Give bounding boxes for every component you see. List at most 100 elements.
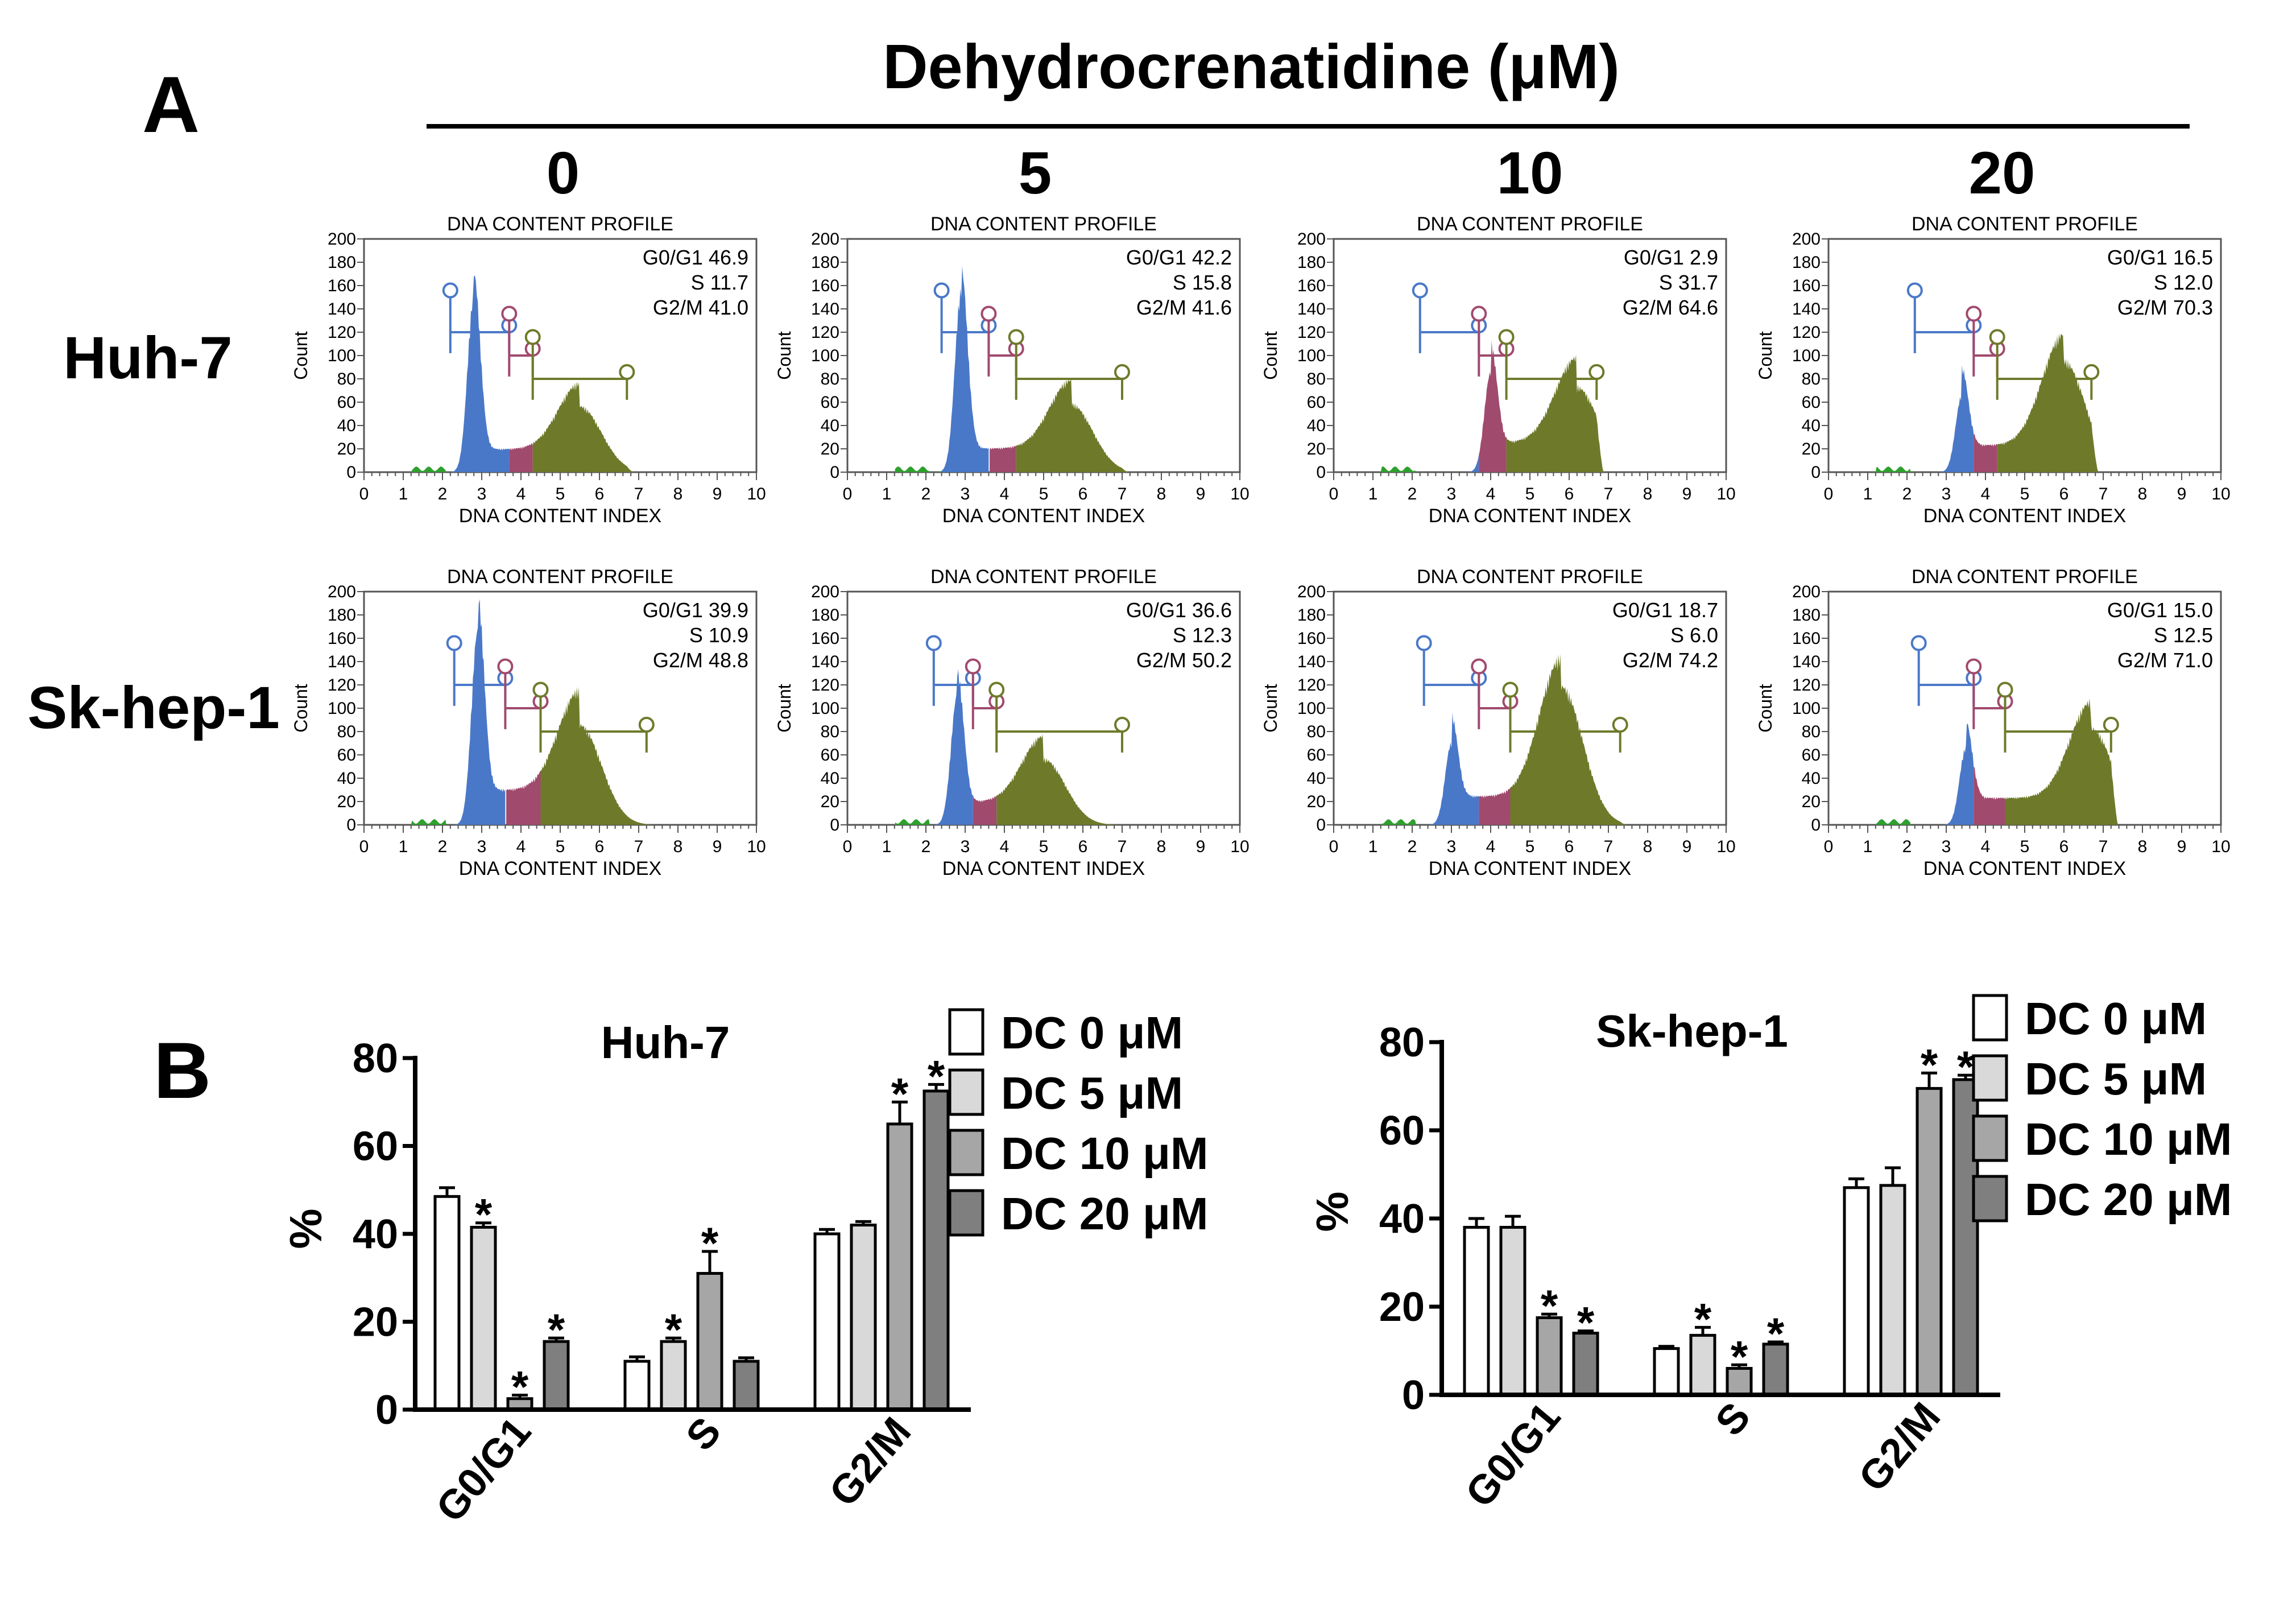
x-axis-label: DNA CONTENT INDEX bbox=[459, 858, 661, 879]
x-tick-label: 8 bbox=[673, 485, 683, 503]
x-tick-label: 2 bbox=[1408, 837, 1417, 856]
significance-mark: * bbox=[1541, 1280, 1558, 1331]
y-tick-label: 160 bbox=[1297, 629, 1326, 648]
s-region bbox=[509, 443, 533, 472]
significance-mark: * bbox=[1767, 1308, 1785, 1358]
histogram-grid: DNA CONTENT PROFILE020406080100120140160… bbox=[291, 213, 2231, 879]
s-region bbox=[973, 795, 997, 825]
stat-g0g1: G0/G1 39.9 bbox=[643, 598, 748, 622]
g2m-gate-handle bbox=[1997, 681, 2013, 698]
y-tick-label: 180 bbox=[811, 253, 839, 272]
debris-region bbox=[364, 466, 450, 472]
y-axis-label: Count bbox=[774, 331, 795, 380]
g2m-gate-handle bbox=[524, 329, 541, 345]
s-gate-handle bbox=[981, 305, 997, 322]
y-tick-label: 20 bbox=[1802, 792, 1821, 811]
y-tick-label: 100 bbox=[1792, 699, 1821, 718]
legend-swatch bbox=[1972, 1114, 2008, 1162]
s-gate-handle bbox=[1966, 305, 1982, 322]
y-tick-label: 140 bbox=[1792, 300, 1821, 319]
x-tick-label: 3 bbox=[1447, 485, 1457, 503]
y-axis-label: Count bbox=[291, 684, 311, 733]
bar bbox=[696, 1272, 723, 1411]
bar bbox=[1499, 1226, 1526, 1397]
bar bbox=[922, 1089, 950, 1411]
significance-mark: * bbox=[1694, 1294, 1712, 1344]
g2m-region bbox=[532, 382, 756, 472]
y-tick-label: 80 bbox=[1802, 722, 1821, 741]
stat-s: S 6.0 bbox=[1670, 623, 1718, 647]
y-tick-label: 200 bbox=[328, 583, 356, 601]
x-tick-label: 10 bbox=[2211, 837, 2230, 856]
concentration-label: 10 bbox=[1497, 140, 1563, 206]
y-tick-label: 100 bbox=[811, 699, 839, 718]
y-tick-label: 40 bbox=[1802, 416, 1821, 435]
y-tick-label: 40 bbox=[821, 769, 839, 788]
x-tick-label: 5 bbox=[556, 485, 565, 503]
category-label: S bbox=[1707, 1394, 1759, 1444]
g2m-gate-handle bbox=[1612, 717, 1628, 733]
g0g1-region bbox=[1420, 455, 1479, 472]
x-tick-label: 7 bbox=[2099, 485, 2108, 503]
y-tick-label: 0 bbox=[375, 1387, 398, 1433]
y-tick-label: 40 bbox=[1379, 1196, 1425, 1242]
bar bbox=[886, 1122, 913, 1411]
y-tick-label: 180 bbox=[1297, 253, 1326, 272]
y-tick-label: 100 bbox=[328, 699, 356, 718]
x-tick-label: 0 bbox=[843, 485, 853, 503]
x-tick-label: 9 bbox=[1196, 837, 1206, 856]
y-tick-label: 200 bbox=[1792, 583, 1821, 601]
histogram-title: DNA CONTENT PROFILE bbox=[1912, 566, 2138, 588]
y-tick-label: 140 bbox=[1297, 300, 1326, 319]
s-gate-handle bbox=[1966, 658, 1982, 675]
g0g1-gate-handle bbox=[1416, 635, 1432, 651]
bar bbox=[433, 1195, 461, 1411]
y-tick-label: 200 bbox=[1792, 230, 1821, 249]
y-tick-label: 80 bbox=[1802, 370, 1821, 389]
category-label: G0/G1 bbox=[428, 1409, 540, 1531]
x-tick-label: 10 bbox=[1716, 837, 1735, 856]
y-tick-label: 40 bbox=[1802, 769, 1821, 788]
stat-s: S 12.3 bbox=[1173, 623, 1232, 647]
significance-mark: * bbox=[891, 1068, 909, 1118]
x-tick-label: 7 bbox=[1118, 837, 1127, 856]
bar bbox=[733, 1360, 760, 1411]
dose-header: Dehydrocrenatidine (μM) bbox=[883, 32, 1620, 102]
x-tick-label: 5 bbox=[1525, 837, 1535, 856]
stat-g2m: G2/M 41.6 bbox=[1136, 296, 1232, 319]
g2m-gate-handle bbox=[1502, 681, 1519, 698]
y-tick-label: 140 bbox=[1297, 652, 1326, 671]
y-tick-label: 20 bbox=[1307, 440, 1326, 458]
debris-region bbox=[364, 819, 453, 825]
cell-line-label: Huh-7 bbox=[63, 325, 232, 391]
y-tick-label: 120 bbox=[1297, 676, 1326, 695]
y-tick-label: 140 bbox=[328, 652, 356, 671]
significance-mark: * bbox=[928, 1051, 945, 1101]
s-region bbox=[1974, 434, 1997, 472]
bar bbox=[623, 1360, 651, 1411]
x-tick-label: 7 bbox=[1604, 485, 1614, 503]
g0g1-gate-handle bbox=[1906, 282, 1923, 299]
bar bbox=[1653, 1347, 1680, 1397]
significance-mark: * bbox=[665, 1304, 682, 1354]
x-tick-label: 3 bbox=[1942, 485, 1951, 503]
x-tick-label: 1 bbox=[1863, 485, 1873, 503]
g2m-region bbox=[1016, 379, 1240, 472]
significance-mark: * bbox=[1577, 1298, 1595, 1348]
x-tick-label: 9 bbox=[1196, 485, 1206, 503]
y-axis-label: Count bbox=[1260, 331, 1281, 380]
x-tick-label: 10 bbox=[1716, 485, 1735, 503]
y-tick-label: 140 bbox=[811, 652, 839, 671]
y-tick-label: 60 bbox=[1307, 746, 1326, 765]
significance-mark: * bbox=[511, 1362, 529, 1412]
y-tick-label: 100 bbox=[328, 346, 356, 365]
x-tick-label: 1 bbox=[399, 837, 408, 856]
stat-g2m: G2/M 41.0 bbox=[653, 296, 748, 319]
x-tick-label: 4 bbox=[1000, 485, 1010, 503]
bar bbox=[1916, 1087, 1943, 1397]
x-tick-label: 7 bbox=[2099, 837, 2108, 856]
x-tick-label: 0 bbox=[359, 837, 369, 856]
y-tick-label: 40 bbox=[821, 416, 839, 435]
